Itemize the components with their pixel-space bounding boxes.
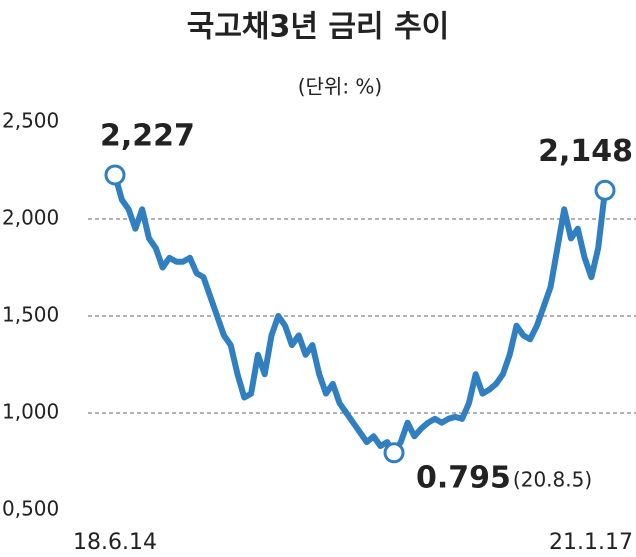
y-tick-label: 0,500: [2, 497, 59, 521]
x-tick-label: 21.1.17: [549, 530, 633, 555]
y-tick-label: 2,500: [2, 109, 59, 133]
data-label: 2,227: [100, 118, 195, 153]
data-label: 0.795: [416, 460, 511, 495]
data-label: 2,148: [538, 134, 633, 169]
point-marker: [383, 442, 405, 464]
line-series: [112, 174, 608, 456]
annotation: (20.8.5): [513, 467, 592, 491]
y-tick-label: 1,000: [2, 400, 59, 424]
point-marker: [594, 179, 616, 201]
point-marker: [104, 164, 126, 186]
y-tick-label: 2,000: [2, 206, 59, 230]
chart-title: 국고채3년 금리 추이: [187, 10, 450, 45]
x-tick-label: 18.6.14: [73, 530, 157, 555]
y-tick-label: 1,500: [2, 303, 59, 327]
chart-subtitle: (단위: %): [298, 75, 383, 99]
